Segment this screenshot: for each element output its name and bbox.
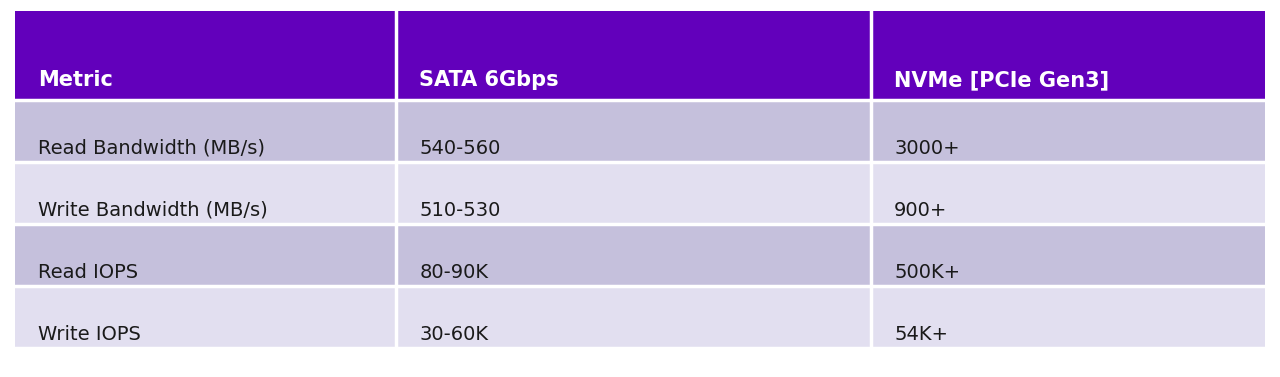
Bar <box>397 224 872 286</box>
Bar <box>15 224 397 286</box>
Bar <box>15 286 397 348</box>
Text: Write IOPS: Write IOPS <box>38 325 141 344</box>
Bar <box>397 162 872 224</box>
Text: 510-530: 510-530 <box>420 201 500 220</box>
Text: Read IOPS: Read IOPS <box>38 263 138 282</box>
Bar <box>15 100 397 162</box>
Text: 54K+: 54K+ <box>895 325 948 344</box>
Bar <box>15 162 397 224</box>
Bar <box>397 11 872 100</box>
Text: Metric: Metric <box>38 70 113 90</box>
Bar <box>872 11 1265 100</box>
Text: 30-60K: 30-60K <box>420 325 489 344</box>
Bar <box>397 100 872 162</box>
Text: 540-560: 540-560 <box>420 139 500 158</box>
Bar <box>872 286 1265 348</box>
Bar <box>872 162 1265 224</box>
Bar <box>397 286 872 348</box>
Bar <box>872 100 1265 162</box>
Bar <box>15 11 397 100</box>
Bar <box>872 224 1265 286</box>
Text: 3000+: 3000+ <box>895 139 960 158</box>
Text: Write Bandwidth (MB/s): Write Bandwidth (MB/s) <box>38 201 268 220</box>
Text: SATA 6Gbps: SATA 6Gbps <box>420 70 559 90</box>
Text: 900+: 900+ <box>895 201 947 220</box>
Text: NVMe [PCIe Gen3]: NVMe [PCIe Gen3] <box>895 70 1110 90</box>
Text: Read Bandwidth (MB/s): Read Bandwidth (MB/s) <box>38 139 265 158</box>
Text: 500K+: 500K+ <box>895 263 960 282</box>
Text: 80-90K: 80-90K <box>420 263 489 282</box>
